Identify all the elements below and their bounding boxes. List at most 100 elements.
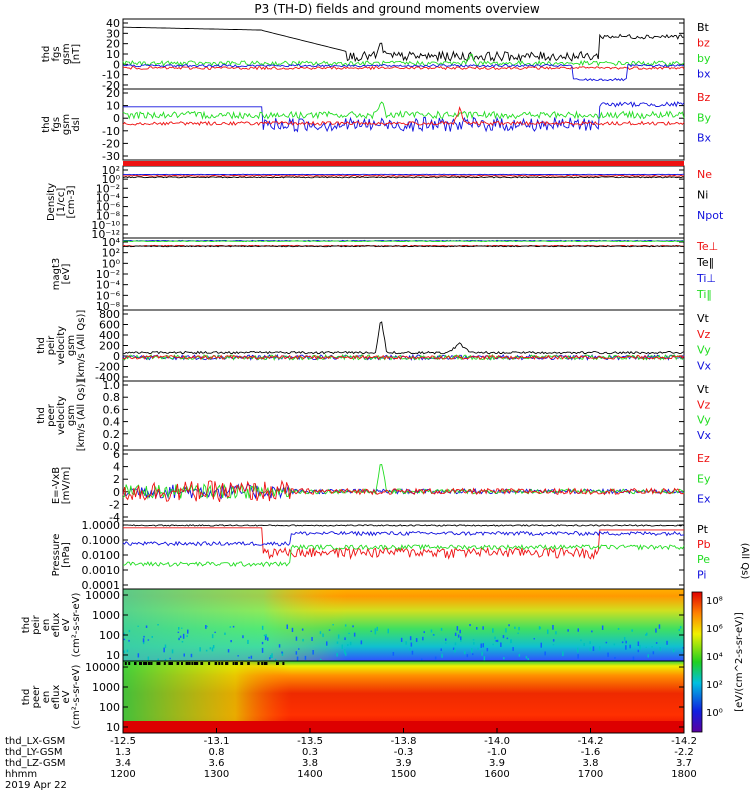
ion-spec-pixel (242, 635, 244, 639)
ion-spec-pixel (496, 639, 499, 643)
ion-spec-pixel (482, 643, 484, 648)
ion-spec-pixel (617, 628, 620, 630)
ion-spec-pixel (187, 629, 189, 634)
legend-By: By (697, 111, 712, 124)
ion-spec-pixel (409, 636, 412, 641)
ion-spec-pixel (631, 629, 633, 632)
ion-spec-pixel (454, 648, 456, 653)
ion-spec-pixel (577, 654, 579, 659)
y-tick-label: 0.6 (103, 403, 121, 416)
x-tick-label-lx: -12.5 (110, 736, 136, 747)
ion-spec-pixel (337, 634, 340, 639)
ion-spec-pixel (311, 637, 313, 641)
colorbar-tick-label: 10² (706, 680, 723, 691)
panel-density: 10²10⁰10⁻²10⁻⁴10⁻⁶10⁻⁸10⁻¹⁰10⁻¹²Density[… (46, 161, 724, 241)
ion-spec-pixel (319, 658, 322, 660)
ion-spec-pixel (190, 653, 193, 658)
y-axis-label: magt3[eV] (51, 258, 72, 291)
electron-spec-gap (221, 662, 224, 665)
y-axis-label-line: eV (61, 618, 72, 631)
ion-spec-pixel (679, 626, 682, 629)
y-tick-label: -4 (109, 511, 120, 524)
ion-spec-pixel (503, 657, 505, 660)
y-axis-label-line: [eV] (61, 264, 72, 285)
ion-spec-pixel (128, 629, 131, 633)
x-tick-label-lx: -13.1 (204, 736, 230, 747)
ion-spec-pixel (322, 633, 324, 638)
ion-spec-pixel (352, 625, 354, 628)
ion-spec-pixel (286, 624, 288, 630)
ion-spec-pixel (518, 626, 520, 631)
electron-spec-gap (134, 662, 136, 665)
ion-spec-pixel (376, 626, 378, 631)
y-axis-label-line: gsm (61, 43, 72, 64)
panels: 403020100-10-20thdfgsgsm[nT]Btbzbybx2010… (21, 17, 750, 734)
legend-Te‖: Te‖ (696, 256, 714, 269)
y-axis-label: Pressure[nPa] (51, 534, 72, 577)
ion-spec-pixel (605, 641, 608, 644)
ion-spec-pixel (123, 650, 125, 654)
electron-spec-lowband (123, 721, 684, 733)
ion-spec-pixel (483, 656, 486, 661)
ion-spec-pixel (353, 632, 356, 637)
side-label: (All Qs) (739, 543, 750, 580)
x-tick-label-hhmm: 1700 (578, 769, 603, 780)
ion-spec-pixel (157, 658, 159, 661)
x-tick-label-hhmm: 1500 (391, 769, 416, 780)
ion-spec-pixel (410, 642, 413, 647)
x-tick-label-lz: 3.9 (489, 758, 505, 769)
y-axis-label-line: fgs (51, 117, 62, 132)
legend-by: by (697, 52, 711, 65)
ion-spec-pixel (681, 650, 684, 652)
ion-spec-pixel (261, 641, 264, 645)
ion-spec-pixel (336, 652, 338, 657)
electron-spec-gap (232, 662, 235, 665)
ion-spec-pixel (328, 629, 331, 631)
y-axis-label-line: [mV/m] (61, 467, 72, 505)
ion-spec-pixel (123, 632, 125, 636)
y-tick-label: 20 (106, 87, 120, 100)
ion-spec-pixel (178, 627, 180, 630)
y-axis-label-line: velocity (56, 326, 67, 365)
ion-spec-pixel (345, 652, 347, 656)
trace-Bx (123, 101, 685, 133)
ion-spec-pixel (347, 644, 349, 647)
panel-frame (122, 237, 685, 311)
colorbar-tick-label: 10⁸ (706, 596, 723, 607)
y-tick-label: 100 (99, 701, 120, 714)
legend-Vx: Vx (697, 429, 712, 442)
legend-Te⊥: Te⊥ (696, 240, 718, 253)
ion-spec-pixel (625, 640, 627, 644)
ion-spec-pixel (466, 654, 469, 658)
y-tick-label: 10⁻¹⁰ (91, 219, 120, 232)
x-tick-label-lx: -14.0 (484, 736, 510, 747)
ion-spec-pixel (540, 642, 542, 648)
ion-spec-pixel (651, 646, 653, 648)
legend-Npot: Npot (697, 209, 724, 222)
y-axis-label: thdfgsgsm[nT] (41, 43, 82, 64)
x-tick-label-ly: 0.3 (302, 747, 318, 758)
ion-spec-pixel (655, 628, 657, 633)
y-axis-label-line: velocity (56, 396, 67, 435)
trace-Bz (122, 105, 685, 127)
x-tick-label-ly: -2.2 (674, 747, 694, 758)
ion-spec-pixel (481, 651, 483, 656)
y-tick-label: 800 (99, 308, 120, 321)
ion-spec-pixel (177, 631, 180, 633)
electron-spec-gap (201, 662, 204, 665)
ion-spec-pixel (508, 624, 510, 627)
y-tick-label: 10 (106, 721, 120, 734)
trace-Vy (122, 353, 685, 361)
y-tick-label: 10⁻⁴ (96, 279, 121, 292)
ion-spec-pixel (409, 648, 411, 651)
ion-spec-pixel (229, 626, 232, 628)
electron-spec-gap (177, 662, 180, 665)
ion-spec-pixel (456, 626, 459, 631)
y-axis-label: E=-VxB[mV/m] (51, 467, 72, 505)
ion-spec-pixel (164, 658, 167, 661)
y-axis-label: thdpeirvelocitygsm[km/s (All Qs)] (36, 310, 87, 382)
ion-spec-pixel (512, 647, 514, 651)
